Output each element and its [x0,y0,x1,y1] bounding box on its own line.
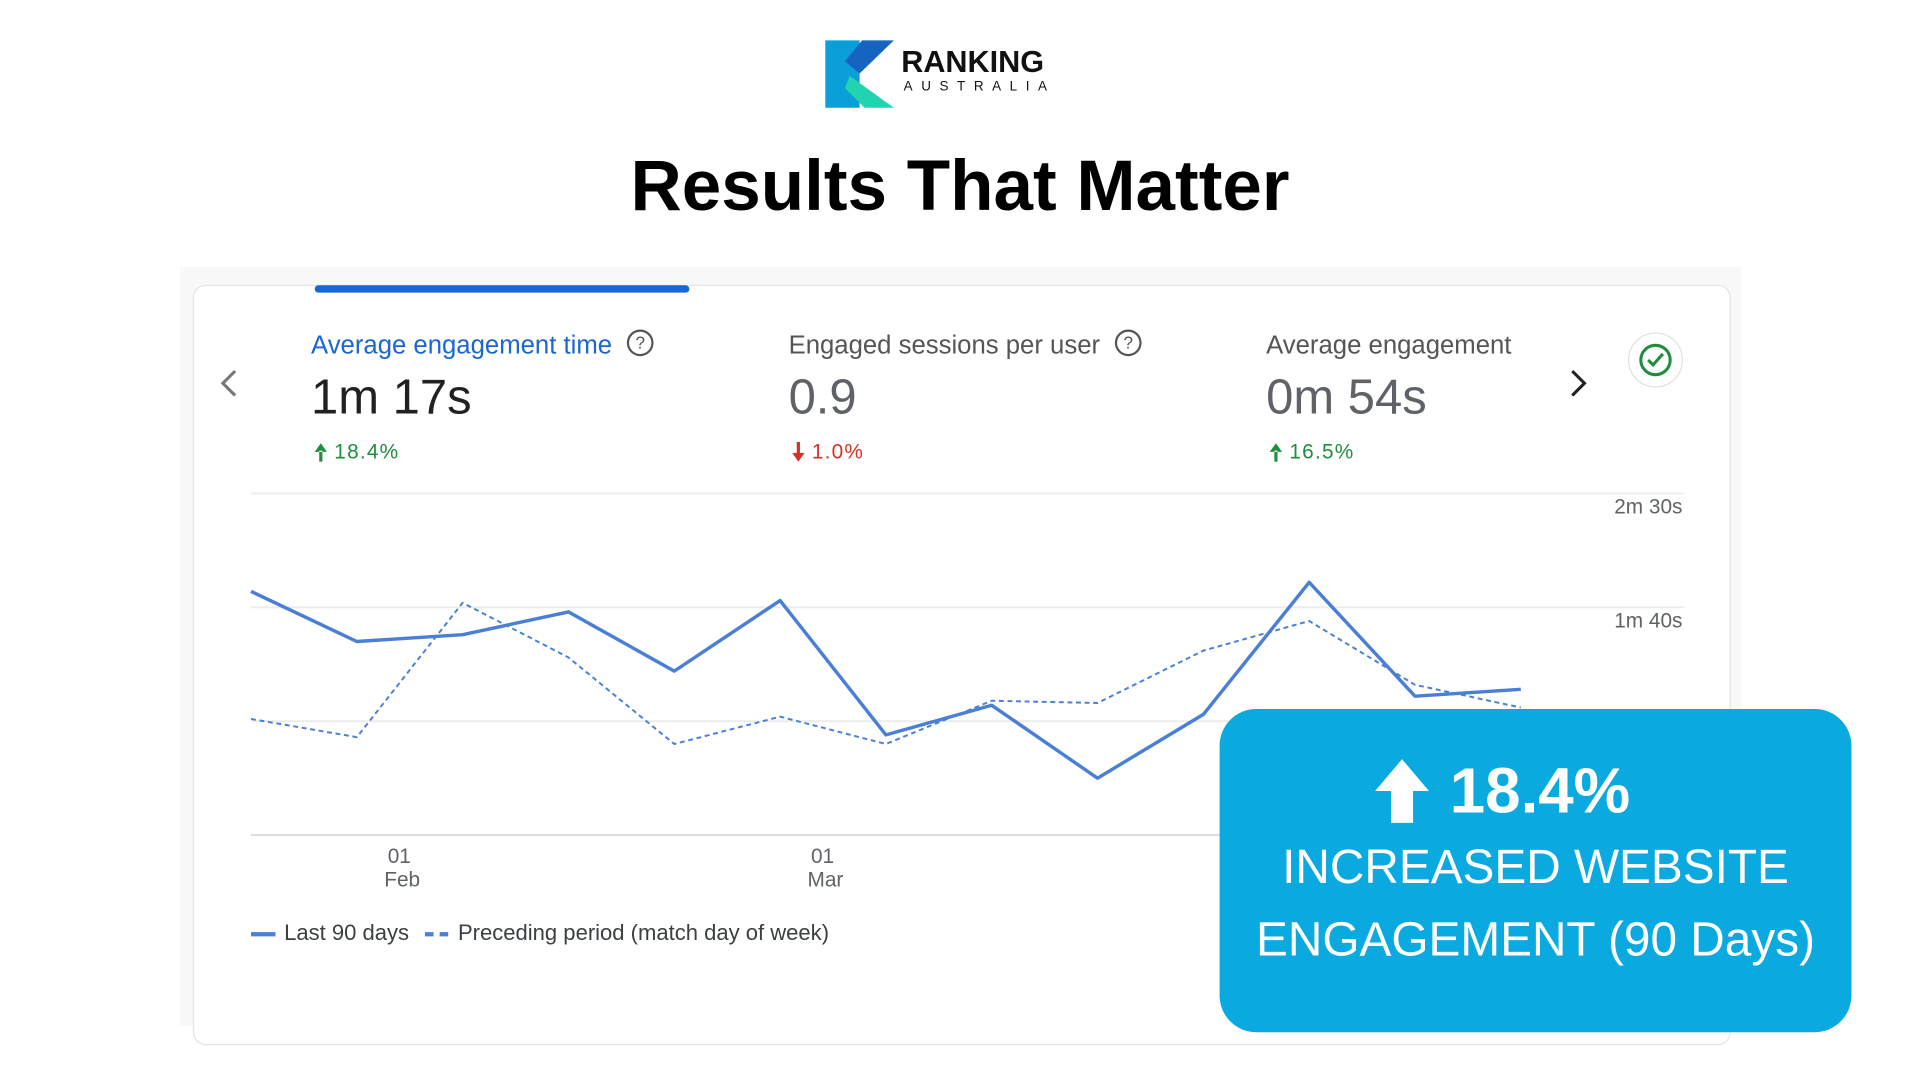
prev-arrow[interactable] [220,369,237,397]
metric-change: 16.5% [1289,441,1354,464]
metric-value: 0.9 [789,370,857,424]
help-mark: ? [635,333,645,353]
metric-label: Average engagement [1266,331,1511,359]
metric-change: 1.0% [812,441,864,464]
logo-text: RANKING [901,45,1044,79]
check-icon [1639,343,1672,377]
help-icon [1114,329,1142,357]
metric-change: 18.4% [334,441,399,464]
logo-subtext: AUSTRALIA [904,79,1056,94]
metric-value: 0m 54s [1266,370,1427,424]
y-tick-label: 1m 40s [1614,610,1682,633]
dashed-line [250,601,1522,745]
legend-label: Last 90 days [284,920,409,945]
line [250,580,1521,780]
change-arrow [314,443,327,462]
help-icon [626,329,654,357]
metric-label: Engaged sessions per user [789,331,1101,359]
logo: RANKING AUSTRALIA [825,40,1056,108]
change-arrow [792,442,805,462]
callout-line: INCREASED WEBSITE [1282,841,1789,894]
metric-label: Average engagement time [311,331,612,359]
check-mark [1647,352,1665,368]
x-tick-label: 01 Feb [384,845,420,891]
callout-arrow [1375,759,1429,823]
page-title: Results That Matter [631,147,1290,226]
callout-value: 18.4% [1450,756,1631,827]
next-arrow[interactable] [1571,369,1587,397]
legend-label: Preceding period (match day of week) [458,920,829,945]
help-mark: ? [1123,333,1133,353]
change-arrow [1269,443,1283,462]
tab-indicator [314,285,690,293]
y-tick-label: 2m 30s [1614,496,1682,519]
metric-value: 1m 17s [311,370,472,424]
x-tick-label: 01 Mar [808,845,844,891]
callout-line: ENGAGEMENT (90 Days) [1256,913,1815,966]
